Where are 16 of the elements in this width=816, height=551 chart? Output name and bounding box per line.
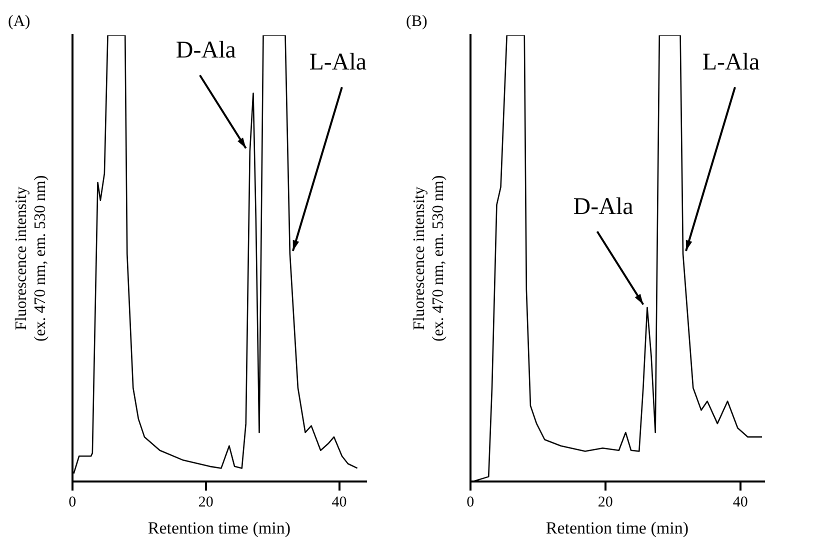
y-axis-title: Fluorescence intensity (ex. 470 nm, em. 530 nm) xyxy=(410,175,448,342)
x-tick-label: 40 xyxy=(332,494,347,511)
chart-title: (B) xyxy=(406,12,428,30)
annotation: L-Ala xyxy=(309,49,367,76)
x-tick-label: 20 xyxy=(598,494,613,511)
annotation: D-Ala xyxy=(176,38,236,64)
x-tick-label: 20 xyxy=(198,494,214,511)
x-axis-title: Retention time (min) xyxy=(546,518,688,538)
y-axis-title: Fluorescence intensity (ex. 470 nm, em. 530 nm) xyxy=(12,175,50,342)
chart-title: (A) xyxy=(8,12,30,30)
x-tick-label: 0 xyxy=(68,494,76,511)
x-tick-label: 0 xyxy=(466,494,474,511)
x-axis-title: Retention time (min) xyxy=(148,518,290,538)
annotation: L-Ala xyxy=(702,49,760,76)
annotation: D-Ala xyxy=(573,194,634,220)
x-tick-label: 40 xyxy=(732,494,748,511)
